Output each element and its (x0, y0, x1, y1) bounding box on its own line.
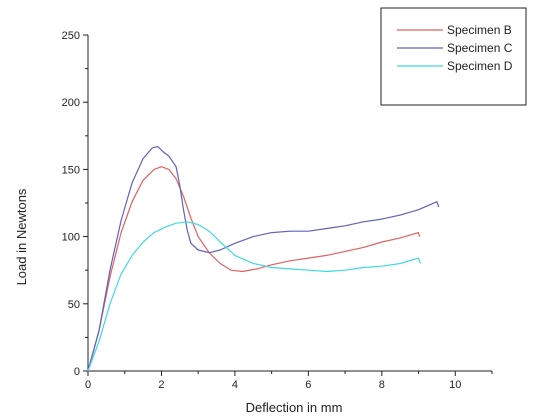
x-axis-ticks: 0 2 4 6 8 10 (85, 371, 493, 391)
x-tick-label: 10 (449, 379, 461, 391)
y-axis-ticks: 0 50 100 150 200 250 (62, 30, 88, 378)
specimen-c-legend-label: Specimen C (447, 41, 513, 55)
specimen-d-legend-label: Specimen D (447, 59, 513, 73)
legend: Specimen B Specimen C Specimen D (380, 7, 527, 106)
y-tick-label: 200 (62, 97, 80, 109)
y-tick-label: 100 (62, 232, 80, 244)
x-axis-title: Deflection in mm (246, 400, 343, 415)
specimen-c-line (87, 146, 440, 372)
specimen-b-legend-label: Specimen B (447, 23, 512, 37)
y-tick-label: 0 (74, 366, 80, 378)
x-tick-label: 4 (232, 379, 238, 391)
y-tick-label: 150 (62, 164, 80, 176)
y-axis-title: Load in Newtons (14, 188, 29, 285)
x-tick-label: 8 (379, 379, 385, 391)
specimen-d-line (87, 221, 421, 372)
specimen-b-line (87, 166, 421, 372)
x-tick-label: 0 (85, 379, 91, 391)
series-lines (87, 146, 440, 372)
y-tick-label: 250 (62, 30, 80, 42)
x-tick-label: 2 (158, 379, 164, 391)
legend-box (380, 7, 527, 106)
y-tick-label: 50 (68, 299, 80, 311)
x-tick-label: 6 (305, 379, 311, 391)
